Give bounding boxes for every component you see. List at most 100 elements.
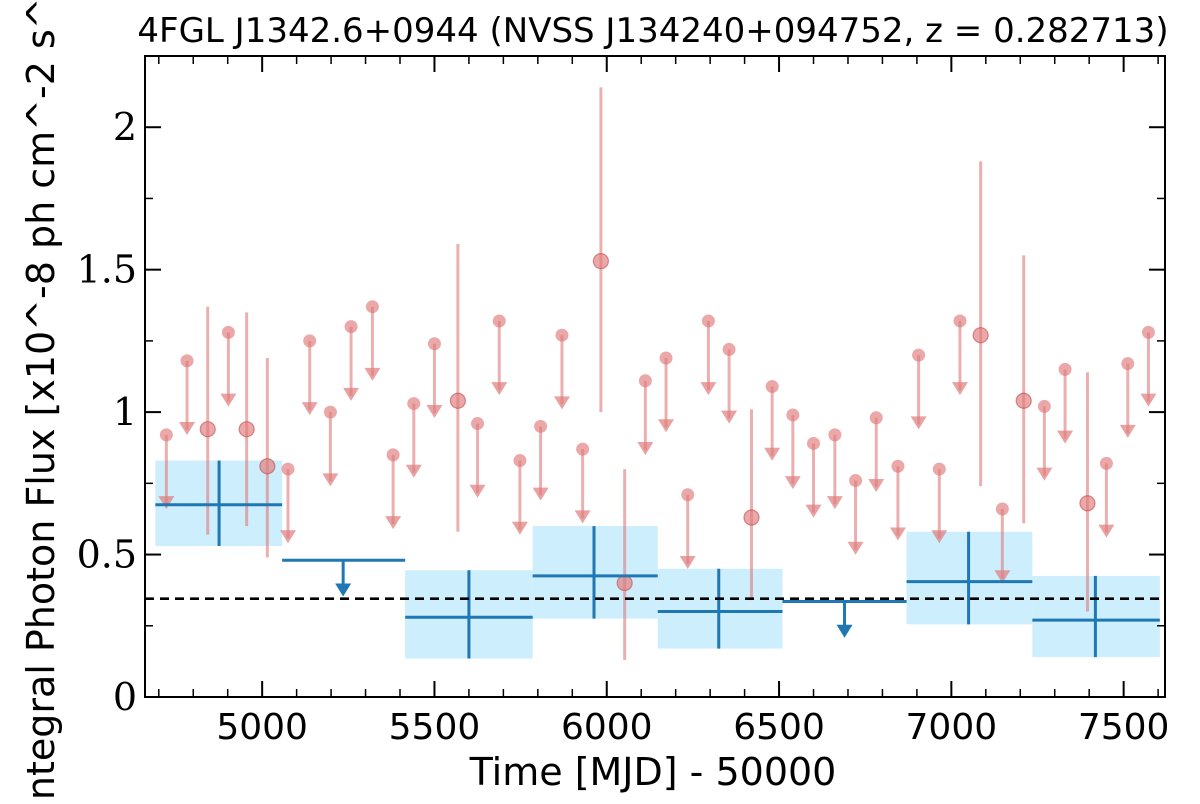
- fine-bin-detection-point: [743, 509, 760, 526]
- fine-bin-upper-limit-point: [1037, 399, 1051, 413]
- fine-bin-upper-limit-point: [849, 473, 863, 487]
- fine-bin-upper-limit-arrow: [889, 527, 906, 541]
- fine-bin-upper-limit-point: [659, 351, 673, 365]
- fine-bin-upper-limit-arrow: [784, 476, 801, 490]
- fine-bin-upper-limit-arrow: [1098, 524, 1115, 538]
- fine-bin-upper-limit-arrow: [553, 396, 570, 410]
- y-tick-label: 0.5: [77, 533, 137, 577]
- x-tick-label: 6000: [561, 707, 653, 748]
- x-axis-label: Time [MJD] - 50000: [469, 750, 837, 794]
- fine-bin-upper-limit-point: [995, 502, 1009, 516]
- fine-bin-upper-limit-arrow: [721, 410, 738, 424]
- fine-bin-upper-limit-arrow: [826, 496, 843, 510]
- fine-bin-upper-limit-point: [1121, 357, 1135, 371]
- fine-bin-upper-limit-arrow: [931, 530, 948, 544]
- coarse-bin-upper-limit-arrow: [836, 624, 853, 638]
- fine-bin-upper-limit-point: [953, 314, 967, 328]
- fine-bin-upper-limit-point: [323, 405, 337, 419]
- fine-bin-upper-limit-point: [828, 428, 842, 442]
- fine-bin-upper-limit-arrow: [426, 404, 443, 418]
- fine-bin-upper-limit-point: [869, 411, 883, 425]
- fine-bin-upper-limit-point: [1141, 325, 1155, 339]
- y-tick-label: 2: [113, 105, 137, 149]
- fine-bin-upper-limit-arrow: [847, 541, 864, 555]
- plot-frame: [144, 55, 1166, 698]
- fine-bin-upper-limit-arrow: [679, 555, 696, 569]
- fine-bin-upper-limit-point: [912, 348, 926, 362]
- y-tick-label: 0: [113, 675, 137, 719]
- fine-bin-upper-limit-point: [427, 337, 441, 351]
- fine-bin-upper-limit-point: [555, 328, 569, 342]
- fine-bin-upper-limit-arrow: [179, 422, 196, 436]
- fine-bin-upper-limit-point: [386, 448, 400, 462]
- fine-bin-upper-limit-arrow: [220, 393, 237, 407]
- fine-bin-detection-point: [616, 574, 633, 592]
- fine-bin-upper-limit-point: [471, 417, 485, 431]
- fine-bin-upper-limit-point: [159, 428, 173, 442]
- fine-bin-detection-point: [238, 421, 255, 438]
- fine-bin-upper-limit-point: [407, 397, 421, 411]
- fine-bin-upper-limit-point: [765, 379, 779, 393]
- fine-bin-upper-limit-arrow: [469, 484, 486, 498]
- fine-bin-upper-limit-point: [786, 408, 800, 422]
- x-tick-label: 7500: [1078, 707, 1170, 748]
- fine-bin-upper-limit-arrow: [700, 382, 717, 396]
- fine-bin-upper-limit-arrow: [364, 367, 381, 381]
- fine-bin-upper-limit-arrow: [1119, 424, 1136, 438]
- y-tick-label: 1: [113, 390, 137, 434]
- fine-bin-detection-point: [199, 421, 216, 438]
- fine-bin-upper-limit-arrow: [910, 416, 927, 430]
- fine-bin-detection-point: [1015, 392, 1032, 409]
- fine-bin-upper-limit-point: [534, 419, 548, 433]
- chart-title: 4FGL J1342.6+0944 (NVSS J134240+094752, …: [137, 11, 1168, 51]
- fine-bin-upper-limit-arrow: [343, 387, 360, 401]
- fine-bin-upper-limit-point: [1058, 362, 1072, 376]
- y-axis-label: Integral Photon Flux [x10^-8 ph cm^-2 s^…: [19, 0, 63, 800]
- fine-bin-upper-limit-arrow: [805, 504, 822, 518]
- fine-bin-upper-limit-arrow: [532, 487, 549, 501]
- x-tick-label: 6500: [733, 707, 825, 748]
- fine-bin-upper-limit-point: [303, 334, 317, 348]
- fine-bin-upper-limit-point: [365, 300, 379, 314]
- coarse-bin-upper-limit-arrow: [335, 583, 352, 597]
- fine-bin-detection-point: [1079, 495, 1096, 512]
- fine-bin-upper-limit-arrow: [1036, 467, 1053, 481]
- plot-area: [145, 87, 1165, 660]
- fine-bin-upper-limit-arrow: [158, 496, 175, 510]
- fine-bin-upper-limit-arrow: [491, 382, 508, 396]
- fine-bin-upper-limit-arrow: [764, 447, 781, 461]
- fine-bin-upper-limit-point: [576, 442, 590, 456]
- fine-bin-upper-limit-point: [281, 462, 295, 476]
- fine-bin-detection-point: [449, 392, 466, 409]
- fine-bin-upper-limit-point: [932, 462, 946, 476]
- axes: 5000 5500 6000 6500 7000 7500 0 0.5 1 1.5 2: [77, 55, 1170, 748]
- fine-bin-detection-point: [592, 253, 609, 270]
- fine-bin-upper-limit-point: [638, 374, 652, 388]
- fine-bin-upper-limit-point: [807, 436, 821, 450]
- fine-bin-upper-limit-arrow: [280, 530, 297, 544]
- fine-bin-upper-limit-arrow: [511, 521, 528, 535]
- fine-bin-upper-limit-arrow: [574, 510, 591, 524]
- fine-bin-upper-limit-arrow: [637, 441, 654, 455]
- fine-bin-upper-limit-point: [681, 488, 695, 502]
- fine-bin-upper-limit-arrow: [405, 464, 422, 478]
- fine-bin-upper-limit-arrow: [322, 473, 339, 487]
- fine-bin-upper-limit-arrow: [994, 570, 1011, 584]
- fine-bin-upper-limit-arrow: [868, 479, 885, 493]
- fine-bin-upper-limit-point: [701, 314, 715, 328]
- fine-bin-detection-point: [972, 327, 989, 344]
- fine-bin-detection-point: [259, 458, 276, 475]
- x-tick-label: 5000: [216, 707, 308, 748]
- y-tick-label: 1.5: [77, 248, 137, 292]
- fine-bin-upper-limit-arrow: [385, 516, 402, 530]
- fine-bin-upper-limit-point: [180, 354, 194, 368]
- fine-bin-upper-limit-arrow: [301, 402, 318, 416]
- fine-bin-upper-limit-point: [891, 459, 905, 473]
- fine-bin-upper-limit-arrow: [1140, 393, 1157, 407]
- fine-bin-upper-limit-point: [513, 454, 527, 468]
- fine-bin-upper-limit-arrow: [658, 419, 675, 433]
- fine-bin-upper-limit-point: [722, 342, 736, 356]
- x-tick-label: 5500: [389, 707, 481, 748]
